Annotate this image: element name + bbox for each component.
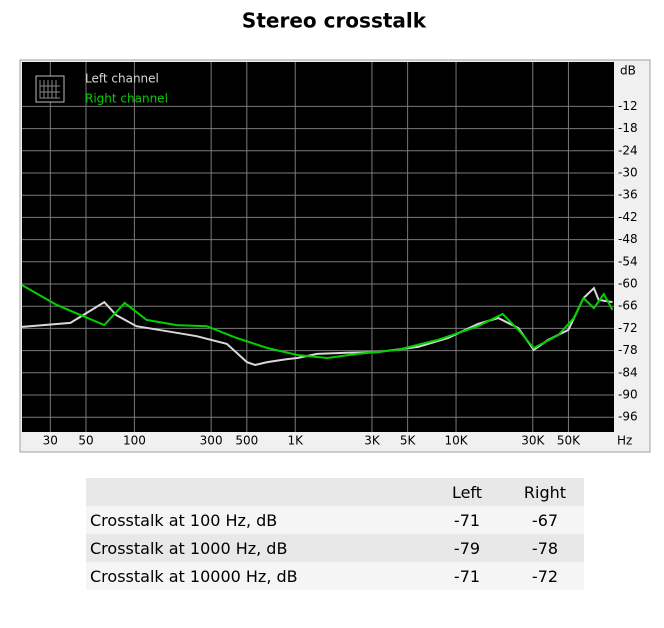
y-tick-label: -24 xyxy=(618,143,638,157)
header-cell: Left xyxy=(451,482,483,502)
value-cell: -72 xyxy=(531,566,559,586)
legend-label: Right channel xyxy=(85,92,168,106)
x-tick-label: 3K xyxy=(364,434,381,448)
value-cell: -67 xyxy=(531,510,559,530)
legend-icon-grid xyxy=(39,80,60,99)
results-table: Left Right Crosstalk at 100 Hz, dB -71 -67 Cr… xyxy=(86,478,584,590)
x-tick-label: 5K xyxy=(400,434,417,448)
y-tick-label: -30 xyxy=(618,166,638,180)
series-line xyxy=(21,284,614,360)
y-tick-label: -60 xyxy=(618,277,638,291)
header-row: Left Right xyxy=(86,478,584,506)
value-cell: -79 xyxy=(453,538,481,558)
row-label: Crosstalk at 10000 Hz, dB xyxy=(90,566,298,586)
row-label: Crosstalk at 1000 Hz, dB xyxy=(90,538,288,558)
x-tick-label: 30K xyxy=(521,434,545,448)
y-tick-label: -84 xyxy=(618,365,638,379)
y-axis-unit: dB xyxy=(620,64,636,78)
table-row: Crosstalk at 100 Hz, dB -71 -67 xyxy=(86,506,584,534)
x-tick-label: 100 xyxy=(123,434,146,448)
y-tick-label: -36 xyxy=(618,188,638,202)
x-tick-label: 50K xyxy=(557,434,581,448)
x-tick-label: 1K xyxy=(287,434,304,448)
table-row: Crosstalk at 1000 Hz, dB -79 -78 xyxy=(86,534,584,562)
y-tick-label: -96 xyxy=(618,410,638,424)
x-tick-label: 10K xyxy=(444,434,468,448)
value-cell: -71 xyxy=(453,510,481,530)
plot-area xyxy=(22,62,614,432)
x-tick-label: 50 xyxy=(78,434,93,448)
y-tick-label: -18 xyxy=(618,121,638,135)
y-tick-label: -90 xyxy=(618,388,638,402)
table-row: Crosstalk at 10000 Hz, dB -71 -72 xyxy=(86,562,584,590)
value-cell: -71 xyxy=(453,566,481,586)
y-tick-label: -48 xyxy=(618,232,638,246)
y-tick-label: -54 xyxy=(618,254,638,268)
x-axis-unit: Hz xyxy=(617,434,632,448)
x-tick-label: 500 xyxy=(235,434,258,448)
y-tick-label: -78 xyxy=(618,343,638,357)
y-tick-label: -42 xyxy=(618,210,638,224)
row-label: Crosstalk at 100 Hz, dB xyxy=(90,510,278,530)
legend-label: Left channel xyxy=(85,72,159,86)
y-tick-label: -12 xyxy=(618,99,638,113)
x-tick-label: 300 xyxy=(200,434,223,448)
value-cell: -78 xyxy=(531,538,559,558)
x-tick-label: 30 xyxy=(43,434,58,448)
y-tick-label: -72 xyxy=(618,321,638,335)
chart: Stereo crosstalk dB Hz Left channel Right… xyxy=(19,9,651,453)
header-cell xyxy=(86,478,428,506)
header-cell: Right xyxy=(523,482,567,502)
y-tick-label: -66 xyxy=(618,299,638,313)
chart-title: Stereo crosstalk xyxy=(242,9,427,33)
